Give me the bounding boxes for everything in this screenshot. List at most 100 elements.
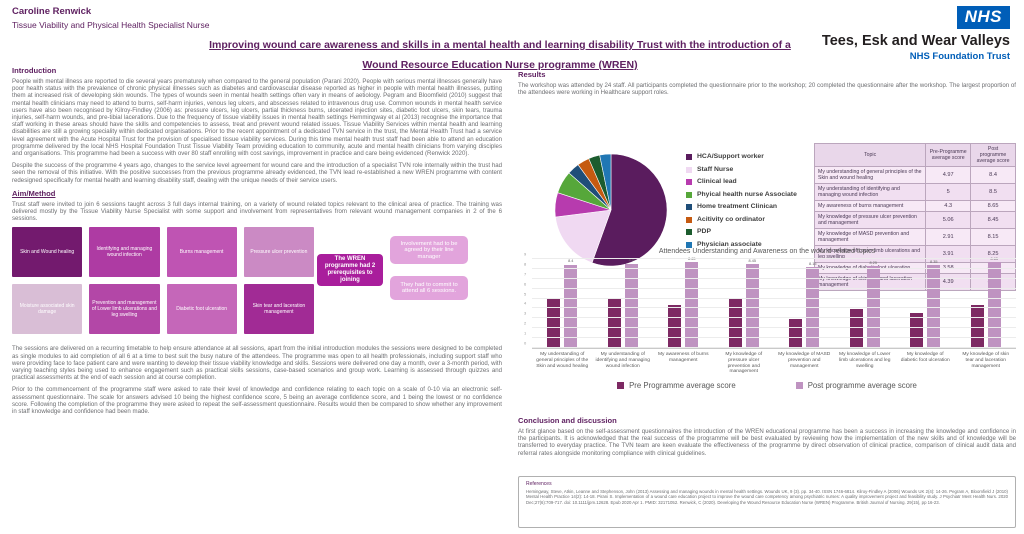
topic-box-grid: Skin and Wound healing Identifying and ma… (12, 227, 314, 335)
gridline (532, 347, 1016, 348)
aim-method-paragraph-3: Prior to the commencement of the program… (12, 386, 502, 416)
pie-legend-label: Staff Nurse (697, 165, 734, 173)
bar-legend-item-2: Post programme average score (795, 381, 917, 391)
table-cell-topic: My understanding of general principles o… (813, 166, 927, 185)
pie-legend-label: HCA/Support worker (697, 153, 764, 161)
pie-legend-label: Home treatment Clinican (697, 203, 778, 211)
bar-chart-plot: 8.48.58.658.458.158.258.358.65 012345678… (524, 252, 1017, 349)
author-role: Tissue Viability and Physical Health Spe… (12, 20, 210, 30)
table-cell-score: 2.91 (925, 228, 972, 247)
topic-box-6: Prevention and management of Lower limb … (89, 284, 160, 335)
pie-legend-label: Clinical lead (697, 178, 737, 186)
pie-legend-swatch (686, 191, 692, 198)
y-axis-tick: 6 (524, 281, 527, 287)
bar-data-label: 8.5 (628, 258, 634, 263)
pie-slice-8 (599, 154, 612, 211)
wren-prerequisites-box: The WREN programme had 2 prerequisites t… (317, 254, 383, 287)
table-cell-score: 8.45 (970, 211, 1016, 230)
bar (849, 309, 863, 348)
results-paragraph: The workshop was attended by 24 staff. A… (518, 82, 1016, 97)
poster-title: Improving wound care awareness and skill… (160, 36, 840, 76)
table-cell-topic: My awareness of burns management (813, 200, 927, 213)
table-cell-score: 5 (925, 183, 972, 202)
bar (547, 298, 561, 348)
author-name: Caroline Renwick (12, 6, 92, 17)
poster-title-line2: Wound Resource Education Nurse programme… (362, 58, 638, 71)
topic-box-7: Diabetic foot ulceration (166, 284, 237, 335)
pie-legend-item-7: PDP (686, 228, 806, 236)
bar-legend-swatch (617, 382, 625, 390)
bar-chart-legend: Pre Programme average score Post programm… (518, 381, 1016, 390)
table-cell-score: 8.15 (970, 228, 1016, 247)
attendee-roles-pie-chart (554, 154, 668, 267)
left-column: Introduction People with mental illness … (12, 66, 502, 420)
understanding-bar-chart: Attendees Understanding and Awareness on… (518, 248, 1016, 390)
y-axis-tick: 9 (524, 251, 527, 257)
gridline (532, 307, 1016, 309)
gridline (532, 287, 1016, 289)
pie-legend-swatch (686, 204, 692, 211)
bar-group-3: 8.65 (653, 257, 714, 348)
gridline (532, 337, 1016, 339)
pie-legend-item-6: Acitivity co ordinator (686, 216, 806, 224)
references-heading: References (526, 481, 552, 487)
bar-legend-swatch (795, 382, 803, 390)
y-axis-tick: 1 (524, 330, 527, 336)
aim-method-heading: Aim/Method (12, 188, 56, 198)
pie-legend-swatch (686, 179, 692, 186)
bar-category-label: My knowledge of Lower limb ulcerations a… (839, 352, 891, 369)
pie-legend-item-4: Phyical health nurse Associate (686, 191, 806, 199)
bar-category-label: My knowledge of pressure ulcer preventio… (725, 352, 763, 375)
bar-group-8: 8.65 (956, 257, 1017, 348)
table-cell-topic: My understanding of identifying and mana… (813, 183, 927, 202)
bar-data-label: 8.4 (568, 259, 574, 264)
pie-legend-item-1: HCA/Support worker (686, 153, 806, 161)
pie-legend-label: Phyical health nurse Associate (697, 190, 797, 198)
topic-box-3: Burns management (166, 227, 237, 278)
y-axis-tick: 0 (524, 340, 527, 346)
topic-box-2: Identifying and managing wound infection (89, 227, 160, 278)
bar-chart-groups: 8.4 8.5 8.65 8.45 8.15 8.25 8.35 8.65 (532, 257, 1017, 348)
bar-chart-category-labels: My understanding of general principles o… (532, 352, 1016, 375)
bar-legend-item-1: Pre Programme average score (617, 381, 736, 390)
aim-method-paragraph-1: Trust staff were invited to join 6 sessi… (12, 200, 502, 223)
y-axis-tick: 3 (524, 310, 527, 316)
bar-category-label: My knowledge of skin tear and laceration… (962, 352, 1010, 369)
table-row: My knowledge of MASD prevention and mana… (813, 228, 1016, 247)
bar-data-label: 8.15 (809, 261, 817, 266)
table-row: My understanding of general principles o… (813, 166, 1016, 185)
trust-subtitle: NHS Foundation Trust (909, 51, 1010, 62)
table-cell-score: 5.06 (925, 211, 972, 230)
references-box: References Hemingway, Steve, Atkin, Lean… (518, 476, 1016, 528)
topic-box-8: Skin tear and laceration management (243, 284, 314, 335)
bar-group-7: 8.35 (895, 259, 956, 348)
gridline (532, 277, 1016, 279)
bar-legend-label: Pre Programme average score (629, 381, 736, 391)
bar: 8.65 (685, 257, 699, 348)
bar (607, 298, 621, 348)
introduction-heading: Introduction (12, 66, 57, 75)
pie-legend-item-3: Clinical lead (686, 178, 806, 186)
bar-data-label: 8.45 (748, 258, 756, 263)
bar: 8.65 (987, 257, 1001, 348)
references-text: Hemingway, Steve, Atkin, Leanne and Step… (526, 489, 1008, 505)
bar-chart-title: Attendees Understanding and Awareness on… (658, 248, 876, 255)
bar-legend-label: Post programme average score (807, 381, 917, 391)
table-header-3: Post programme average score (970, 143, 1016, 168)
table-cell-topic: My knowledge of MASD prevention and mana… (813, 228, 927, 247)
table-row: My awareness of burns management 4.3 8.65 (813, 200, 1016, 213)
bar (789, 319, 803, 348)
table-cell-score: 8.4 (970, 166, 1016, 185)
poster-title-line1: Improving wound care awareness and skill… (209, 39, 791, 51)
results-heading: Results (518, 70, 546, 79)
bar-group-1: 8.4 (532, 259, 593, 348)
gridline (532, 297, 1016, 299)
table-cell-score: 8.5 (970, 183, 1016, 202)
pie-legend-swatch (686, 166, 692, 173)
table-cell-score: 4.97 (925, 166, 972, 185)
table-cell-score: 4.3 (925, 200, 972, 213)
introduction-paragraph-1: People with mental illness are reported … (12, 78, 502, 158)
aim-method-paragraph-2: The sessions are delivered on a recurrin… (12, 345, 502, 382)
pie-legend-label: Acitivity co ordinator (697, 215, 765, 223)
scores-table-head: Topic Pre-Programme average score Post pro… (813, 143, 1016, 168)
